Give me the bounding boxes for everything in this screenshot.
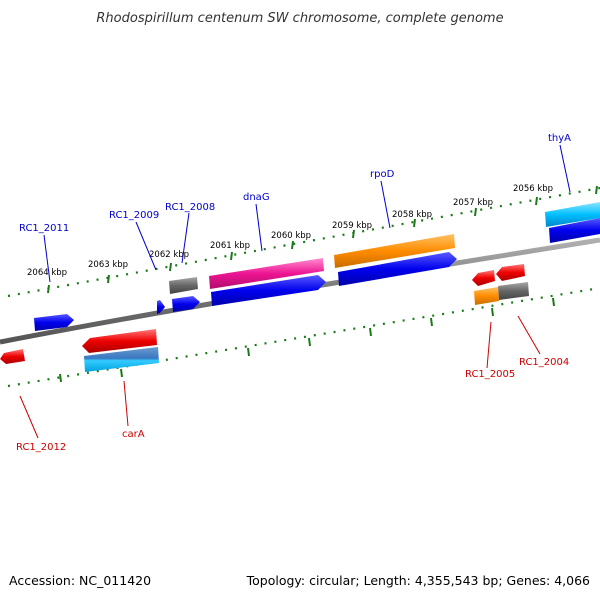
outer-tick-ring: 2064 kbp 2063 kbp 2062 kbp 2061 kbp 2060…: [7, 184, 600, 298]
gene-arrow-rc1-2011[interactable]: [34, 314, 74, 331]
tick-mark: [491, 307, 494, 317]
gene-arrow-rpod-neighbor[interactable]: [338, 252, 457, 286]
tick-label: 2062 kbp: [149, 250, 189, 260]
gene-label-rc1-2009[interactable]: RC1_2009: [109, 210, 159, 221]
leader-line: [181, 212, 190, 264]
gene-label-rc1-2012[interactable]: RC1_2012: [16, 442, 66, 453]
gene-arrow-rc1-2004-adj[interactable]: [496, 264, 525, 281]
leader-line: [43, 234, 51, 283]
tick-label: 2058 kbp: [392, 210, 432, 220]
tick-label: 2060 kbp: [271, 231, 311, 241]
tick-label: 2061 kbp: [210, 241, 250, 251]
tick-mark: [430, 317, 433, 327]
tick-label: 2057 kbp: [453, 198, 493, 208]
tick-mark: [413, 218, 416, 228]
tick-label: 2056 kbp: [513, 184, 553, 194]
gene-arrow-cara-neighbor[interactable]: [84, 347, 159, 372]
gene-arrow-rc1-2004[interactable]: [498, 282, 529, 300]
gene-arrow-thya-neighbor[interactable]: [549, 218, 600, 243]
tick-mark: [169, 262, 172, 272]
gene-arrow-rc1-2008[interactable]: [169, 277, 198, 294]
gene-arrow-rpod[interactable]: [334, 234, 455, 268]
gene-arrow-dnag-neighbor[interactable]: [211, 275, 326, 306]
leader-line: [19, 395, 39, 439]
leader-lines: [19, 144, 571, 439]
gene-arrow-rc1-2012[interactable]: [0, 349, 25, 364]
outer-ring-dots: [7, 186, 600, 298]
inner-tick-ring: [7, 286, 600, 388]
leader-line: [255, 203, 263, 252]
tick-mark: [552, 297, 555, 307]
tick-mark: [247, 347, 250, 357]
gene-arrow-cara[interactable]: [82, 329, 157, 353]
tick-mark: [308, 337, 311, 347]
gene-label-dnag[interactable]: dnaG: [243, 192, 270, 203]
gene-arrow-rc1-2010[interactable]: [157, 300, 165, 314]
map-title: Rhodospirillum centenum SW chromosome, c…: [96, 11, 503, 26]
tick-mark: [291, 240, 294, 250]
tick-mark: [595, 185, 598, 195]
gene-label-thya[interactable]: thyA: [548, 133, 571, 144]
gene-arrow-rc1-2009[interactable]: [172, 296, 200, 312]
tick-mark: [230, 251, 233, 261]
leader-line: [486, 321, 492, 369]
tick-mark: [352, 229, 355, 239]
tick-label: 2063 kbp: [88, 260, 128, 270]
tick-mark: [107, 274, 110, 284]
leader-line: [559, 144, 571, 193]
tick-mark: [59, 373, 62, 383]
tick-label: 2064 kbp: [27, 268, 67, 278]
gene-arrow-thya[interactable]: [545, 202, 600, 227]
accession-text: Accession: NC_011420: [9, 573, 151, 588]
tick-mark: [369, 327, 372, 337]
gene-arrow-rc1-2006[interactable]: [472, 270, 495, 286]
gene-label-rc1-2005[interactable]: RC1_2005: [465, 369, 515, 380]
tick-mark: [120, 368, 123, 378]
gene-arrow-rc1-2005[interactable]: [474, 287, 499, 305]
topology-summary: Topology: circular; Length: 4,355,543 bp…: [246, 573, 590, 588]
inner-ring-dots: [7, 286, 600, 388]
gene-label-rc1-2011[interactable]: RC1_2011: [19, 223, 69, 234]
leader-line: [123, 380, 129, 427]
tick-mark: [474, 207, 477, 217]
gene-label-rpod[interactable]: rpoD: [370, 169, 395, 180]
gene-label-rc1-2004[interactable]: RC1_2004: [519, 357, 569, 368]
leader-line: [380, 180, 391, 229]
gene-label-cara[interactable]: carA: [122, 429, 145, 440]
gene-arrow-dnag[interactable]: [209, 258, 324, 289]
tick-label: 2059 kbp: [332, 221, 372, 231]
leader-line: [517, 315, 541, 355]
tick-mark: [47, 284, 50, 294]
gene-label-rc1-2008[interactable]: RC1_2008: [165, 202, 215, 213]
tick-mark: [535, 196, 538, 206]
leader-line: [135, 221, 157, 271]
